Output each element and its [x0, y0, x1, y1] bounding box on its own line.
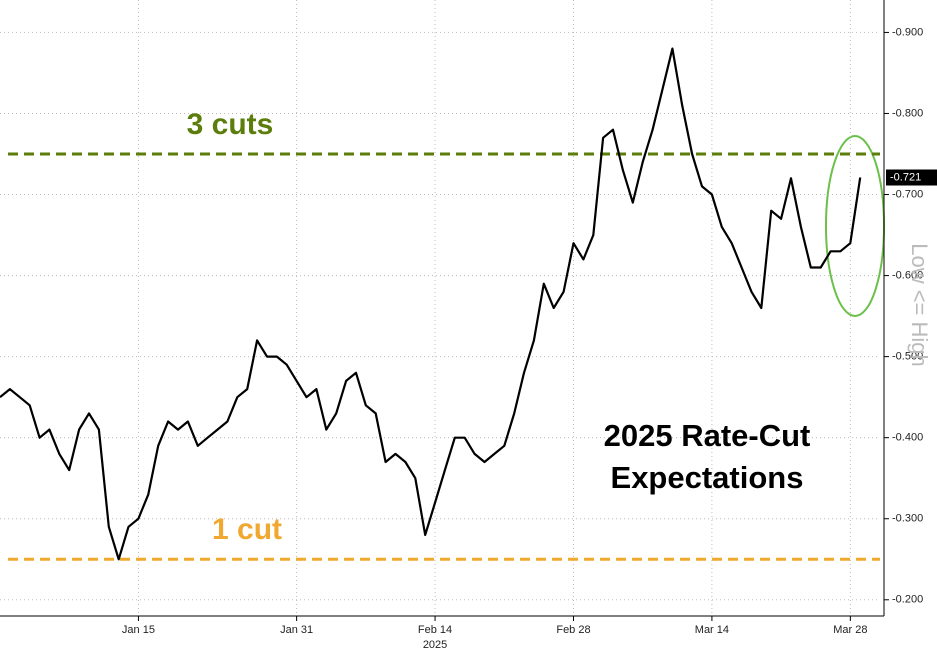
line-series: [0, 47, 862, 561]
y-tick-label: -0.700: [892, 188, 923, 200]
y-tick-label: -0.800: [892, 107, 923, 119]
x-tick-label: Mar 28: [833, 624, 867, 636]
x-tick-label: Jan 15: [122, 624, 155, 636]
y-tick-label: -0.500: [892, 351, 923, 363]
value-tag: -0.721: [890, 171, 921, 183]
x-tick-label: Mar 14: [695, 624, 729, 636]
y-tick-label: -0.400: [892, 432, 923, 444]
y-tick-label: -0.900: [892, 26, 923, 38]
reference-label: 1 cut: [212, 513, 282, 546]
y-tick-label: -0.600: [892, 269, 923, 281]
annotation: Expectations: [611, 460, 804, 495]
year-label: 2025: [423, 639, 447, 651]
x-tick-label: Feb 14: [418, 624, 452, 636]
x-tick-label: Feb 28: [556, 624, 590, 636]
y-tick-label: -0.300: [892, 513, 923, 525]
value-tag-box: [886, 169, 937, 186]
reference-label: 3 cuts: [187, 108, 274, 141]
y-tick-label: -0.200: [892, 594, 923, 606]
annotation: 2025 Rate-Cut: [604, 418, 811, 453]
highlight-ellipse: [825, 135, 885, 317]
x-tick-label: Jan 31: [280, 624, 313, 636]
y-axis-label: Low <= High: [907, 243, 932, 367]
